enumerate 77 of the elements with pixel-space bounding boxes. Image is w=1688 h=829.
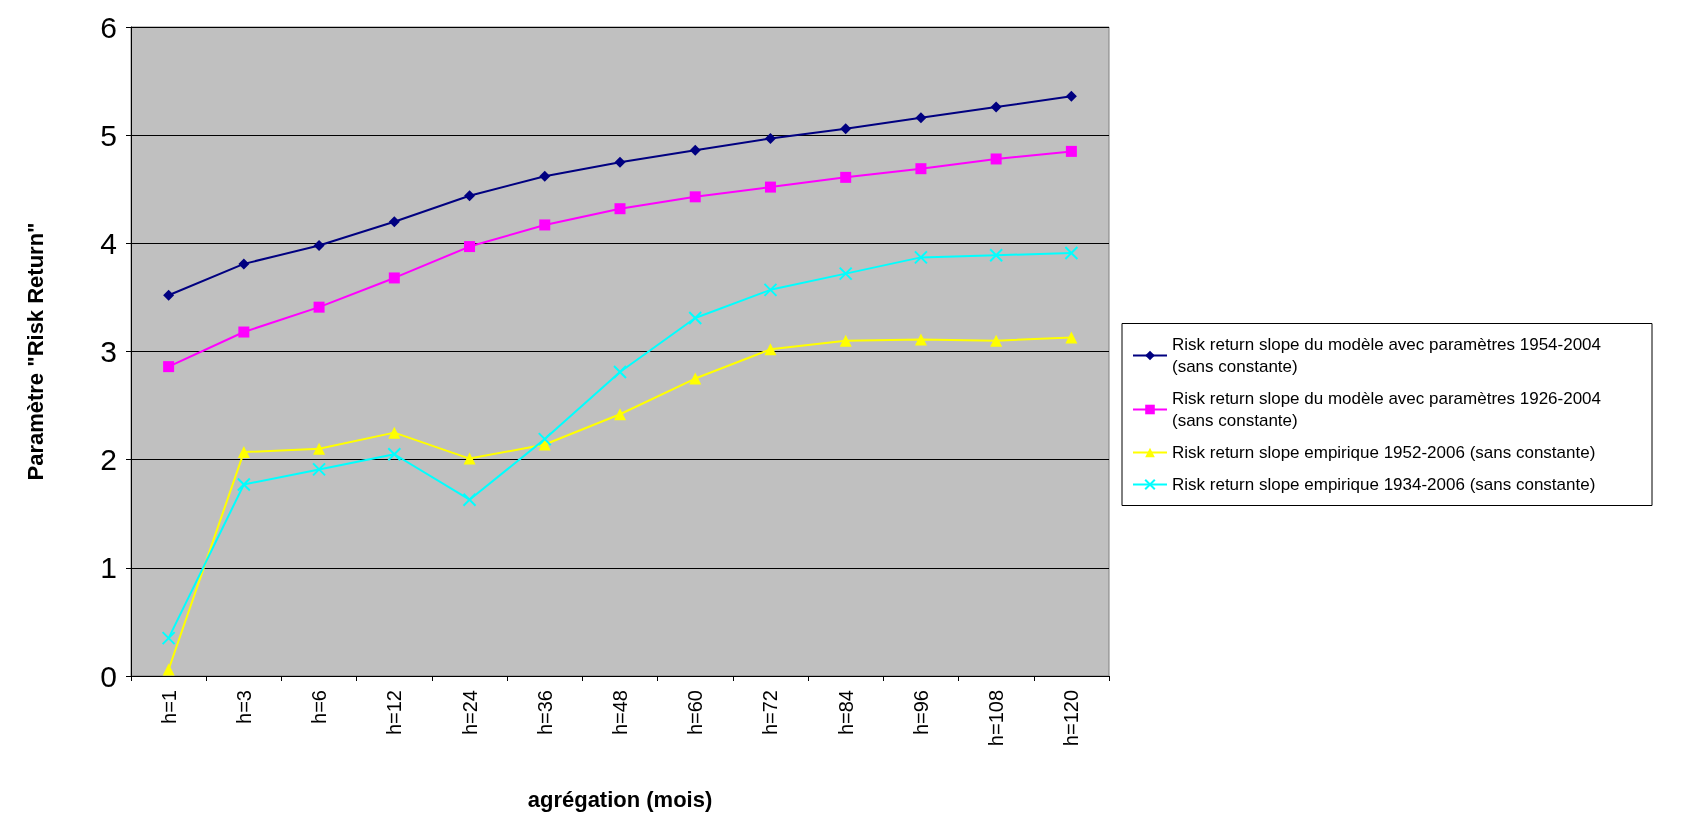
point [840, 171, 852, 183]
x-tick-label: h=120 [1060, 690, 1083, 747]
point [464, 241, 476, 253]
x-tick-label: h=48 [609, 690, 631, 736]
x-tick-label: h=108 [985, 690, 1008, 747]
y-axis-title: Paramètre "Risk Return" [22, 222, 48, 481]
y-tick-label: 1 [100, 551, 117, 585]
point [161, 631, 176, 646]
point [990, 101, 1002, 113]
point [237, 446, 250, 459]
point [689, 191, 701, 203]
x-tick-label: h=24 [458, 690, 481, 736]
point [764, 343, 777, 356]
point [839, 334, 852, 347]
point [388, 216, 400, 228]
point [913, 250, 928, 265]
x-tick-label: h=36 [533, 690, 556, 736]
point [1065, 145, 1077, 157]
point [915, 163, 927, 175]
legend-label: Risk return slope du modèle avec paramètres 1926-2004 (sans constante) [1172, 389, 1606, 430]
point [915, 112, 927, 124]
point [463, 452, 476, 465]
y-tick-label: 4 [100, 226, 117, 260]
y-tick-label: 0 [100, 659, 117, 693]
x-tick-label: h=3 [232, 690, 255, 724]
point [614, 203, 626, 215]
y-tick-label: 2 [100, 443, 117, 477]
point [990, 334, 1003, 347]
point [764, 181, 776, 193]
point [312, 462, 327, 477]
x-tick-label: h=96 [909, 690, 932, 736]
point [539, 219, 551, 231]
point [914, 333, 927, 346]
point [990, 153, 1002, 165]
point [838, 266, 853, 281]
point [840, 123, 852, 135]
point [614, 156, 626, 168]
point [162, 663, 175, 676]
point [763, 282, 778, 297]
x-tick-label: h=12 [383, 690, 406, 736]
x-axis-title: agrégation (mois) [527, 786, 713, 812]
point [764, 132, 776, 144]
legend-label: Risk return slope empirique 1952-2006 (sans constante) [1172, 443, 1596, 462]
point [1064, 246, 1079, 261]
point [689, 372, 702, 385]
point [537, 432, 552, 447]
point [613, 365, 627, 380]
point [462, 492, 477, 507]
point [388, 272, 400, 284]
point [689, 144, 701, 156]
legend-label: Risk return slope empirique 1934-2006 (sans constante) [1172, 475, 1596, 494]
x-tick-label: h=72 [759, 690, 782, 736]
point [163, 361, 175, 373]
point [464, 190, 476, 202]
x-tick-label: h=84 [834, 690, 857, 736]
point [614, 408, 626, 421]
point [313, 301, 325, 313]
point [387, 447, 402, 462]
point [388, 426, 401, 439]
point [1065, 90, 1077, 102]
point [313, 240, 325, 251]
point [163, 289, 175, 301]
point [238, 258, 250, 270]
y-tick-label: 6 [100, 10, 117, 44]
x-tick-label: h=1 [157, 690, 180, 724]
point [1065, 331, 1078, 344]
point [688, 310, 703, 325]
y-tick-label: 5 [100, 118, 117, 152]
x-tick-label: h=6 [308, 690, 331, 724]
point [313, 442, 326, 455]
y-tick-label: 3 [100, 335, 117, 368]
legend-label: Risk return slope du modèle avec paramètres 1954-2004 (sans constante) [1172, 335, 1606, 376]
point [238, 326, 250, 338]
point [989, 248, 1004, 263]
x-tick-label: h=60 [684, 690, 707, 736]
point [236, 477, 251, 492]
point [539, 170, 551, 182]
